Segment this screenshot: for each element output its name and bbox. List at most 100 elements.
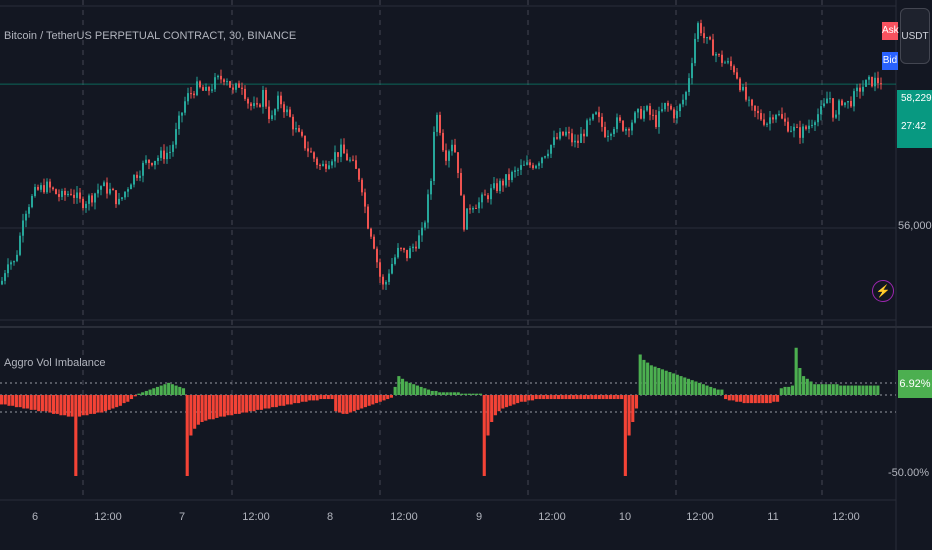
candle-body (589, 119, 591, 121)
imbalance-bar (809, 381, 813, 395)
imbalance-bar (74, 395, 78, 476)
lightning-icon[interactable]: ⚡ (872, 280, 894, 302)
imbalance-bar (642, 359, 646, 395)
candle-body (277, 95, 279, 110)
candle-body (562, 131, 564, 136)
candle-body (142, 162, 144, 176)
candle-body (91, 195, 93, 203)
candle-body (22, 220, 24, 236)
candle-body (862, 86, 864, 92)
candle-body (535, 165, 537, 169)
imbalance-bar (653, 366, 657, 395)
imbalance-bar (623, 395, 627, 476)
imbalance-bar (438, 392, 442, 395)
ask-label[interactable]: Ask (882, 22, 899, 40)
imbalance-bar (178, 386, 182, 395)
imbalance-bar (300, 395, 304, 402)
indicator-tick-label: -50.00% (888, 467, 929, 479)
imbalance-bar (831, 384, 835, 395)
candle-body (790, 130, 792, 132)
candle-body (295, 128, 297, 130)
imbalance-bar (761, 395, 765, 404)
candle-body (694, 38, 696, 64)
imbalance-bar (141, 392, 145, 395)
candle-body (646, 106, 648, 111)
candle-body (175, 129, 177, 145)
candle-body (73, 194, 75, 198)
imbalance-bar (167, 382, 171, 395)
candle-body (427, 194, 429, 223)
candle-body (481, 194, 483, 203)
imbalance-bar (490, 395, 494, 422)
candle-body (580, 133, 582, 143)
bid-label[interactable]: Bid (882, 52, 898, 70)
candle-body (241, 87, 243, 89)
candle-body (526, 162, 528, 165)
imbalance-bar (516, 395, 520, 404)
imbalance-bar (107, 395, 111, 410)
imbalance-bar (323, 395, 327, 400)
candle-body (718, 54, 720, 56)
imbalance-bar (571, 395, 575, 400)
imbalance-bar (152, 388, 156, 395)
imbalance-bar (371, 395, 375, 405)
time-tick-label: 12:00 (832, 511, 860, 523)
candle-body (586, 120, 588, 137)
imbalance-bar (471, 393, 475, 395)
candle-body (235, 83, 237, 90)
imbalance-bar (274, 395, 278, 408)
imbalance-bar (738, 395, 743, 402)
imbalance-bar (705, 385, 709, 395)
candle-body (541, 157, 543, 164)
candle-body (811, 125, 813, 127)
imbalance-bar (475, 393, 479, 395)
imbalance-bar (245, 395, 249, 413)
candle-body (799, 127, 801, 138)
candle-body (703, 33, 705, 39)
imbalance-bar (772, 395, 776, 402)
candle-body (274, 109, 276, 116)
candle-body (418, 235, 420, 249)
imbalance-bar (326, 395, 330, 400)
imbalance-bar (233, 395, 238, 414)
candle-body (169, 151, 171, 153)
candle-body (259, 104, 261, 107)
candle-body (757, 110, 759, 114)
candle-body (301, 131, 303, 136)
candle-body (262, 89, 264, 107)
imbalance-bar (449, 392, 453, 395)
candle-body (85, 203, 87, 209)
candle-body (835, 114, 837, 118)
imbalance-bar (341, 395, 345, 414)
imbalance-bar (226, 395, 230, 416)
imbalance-bar (790, 385, 794, 395)
imbalance-bar (627, 395, 631, 436)
candle-body (502, 180, 504, 186)
imbalance-bar (523, 395, 527, 402)
imbalance-bar (586, 395, 590, 400)
imbalance-bar (857, 385, 861, 395)
imbalance-bar (794, 347, 798, 395)
candle-body (421, 227, 423, 236)
time-tick-label: 12:00 (686, 511, 714, 523)
candle-body (202, 87, 204, 91)
candle-body (226, 81, 228, 83)
candle-body (529, 162, 531, 166)
imbalance-bar (798, 368, 802, 395)
candle-body (460, 172, 462, 196)
imbalance-bar (81, 395, 85, 416)
currency-button[interactable]: USDT (900, 8, 930, 64)
imbalance-bar (727, 395, 731, 401)
imbalance-bar (311, 395, 316, 401)
candle-body (199, 81, 201, 88)
candle-body (673, 109, 675, 119)
imbalance-bar (25, 395, 30, 409)
imbalance-bar (263, 395, 267, 409)
candle-body (763, 119, 765, 125)
imbalance-bar (872, 385, 876, 395)
imbalance-bar (427, 389, 431, 395)
time-tick-label: 11 (767, 511, 778, 523)
candle-body (820, 106, 822, 115)
candle-body (595, 112, 597, 115)
